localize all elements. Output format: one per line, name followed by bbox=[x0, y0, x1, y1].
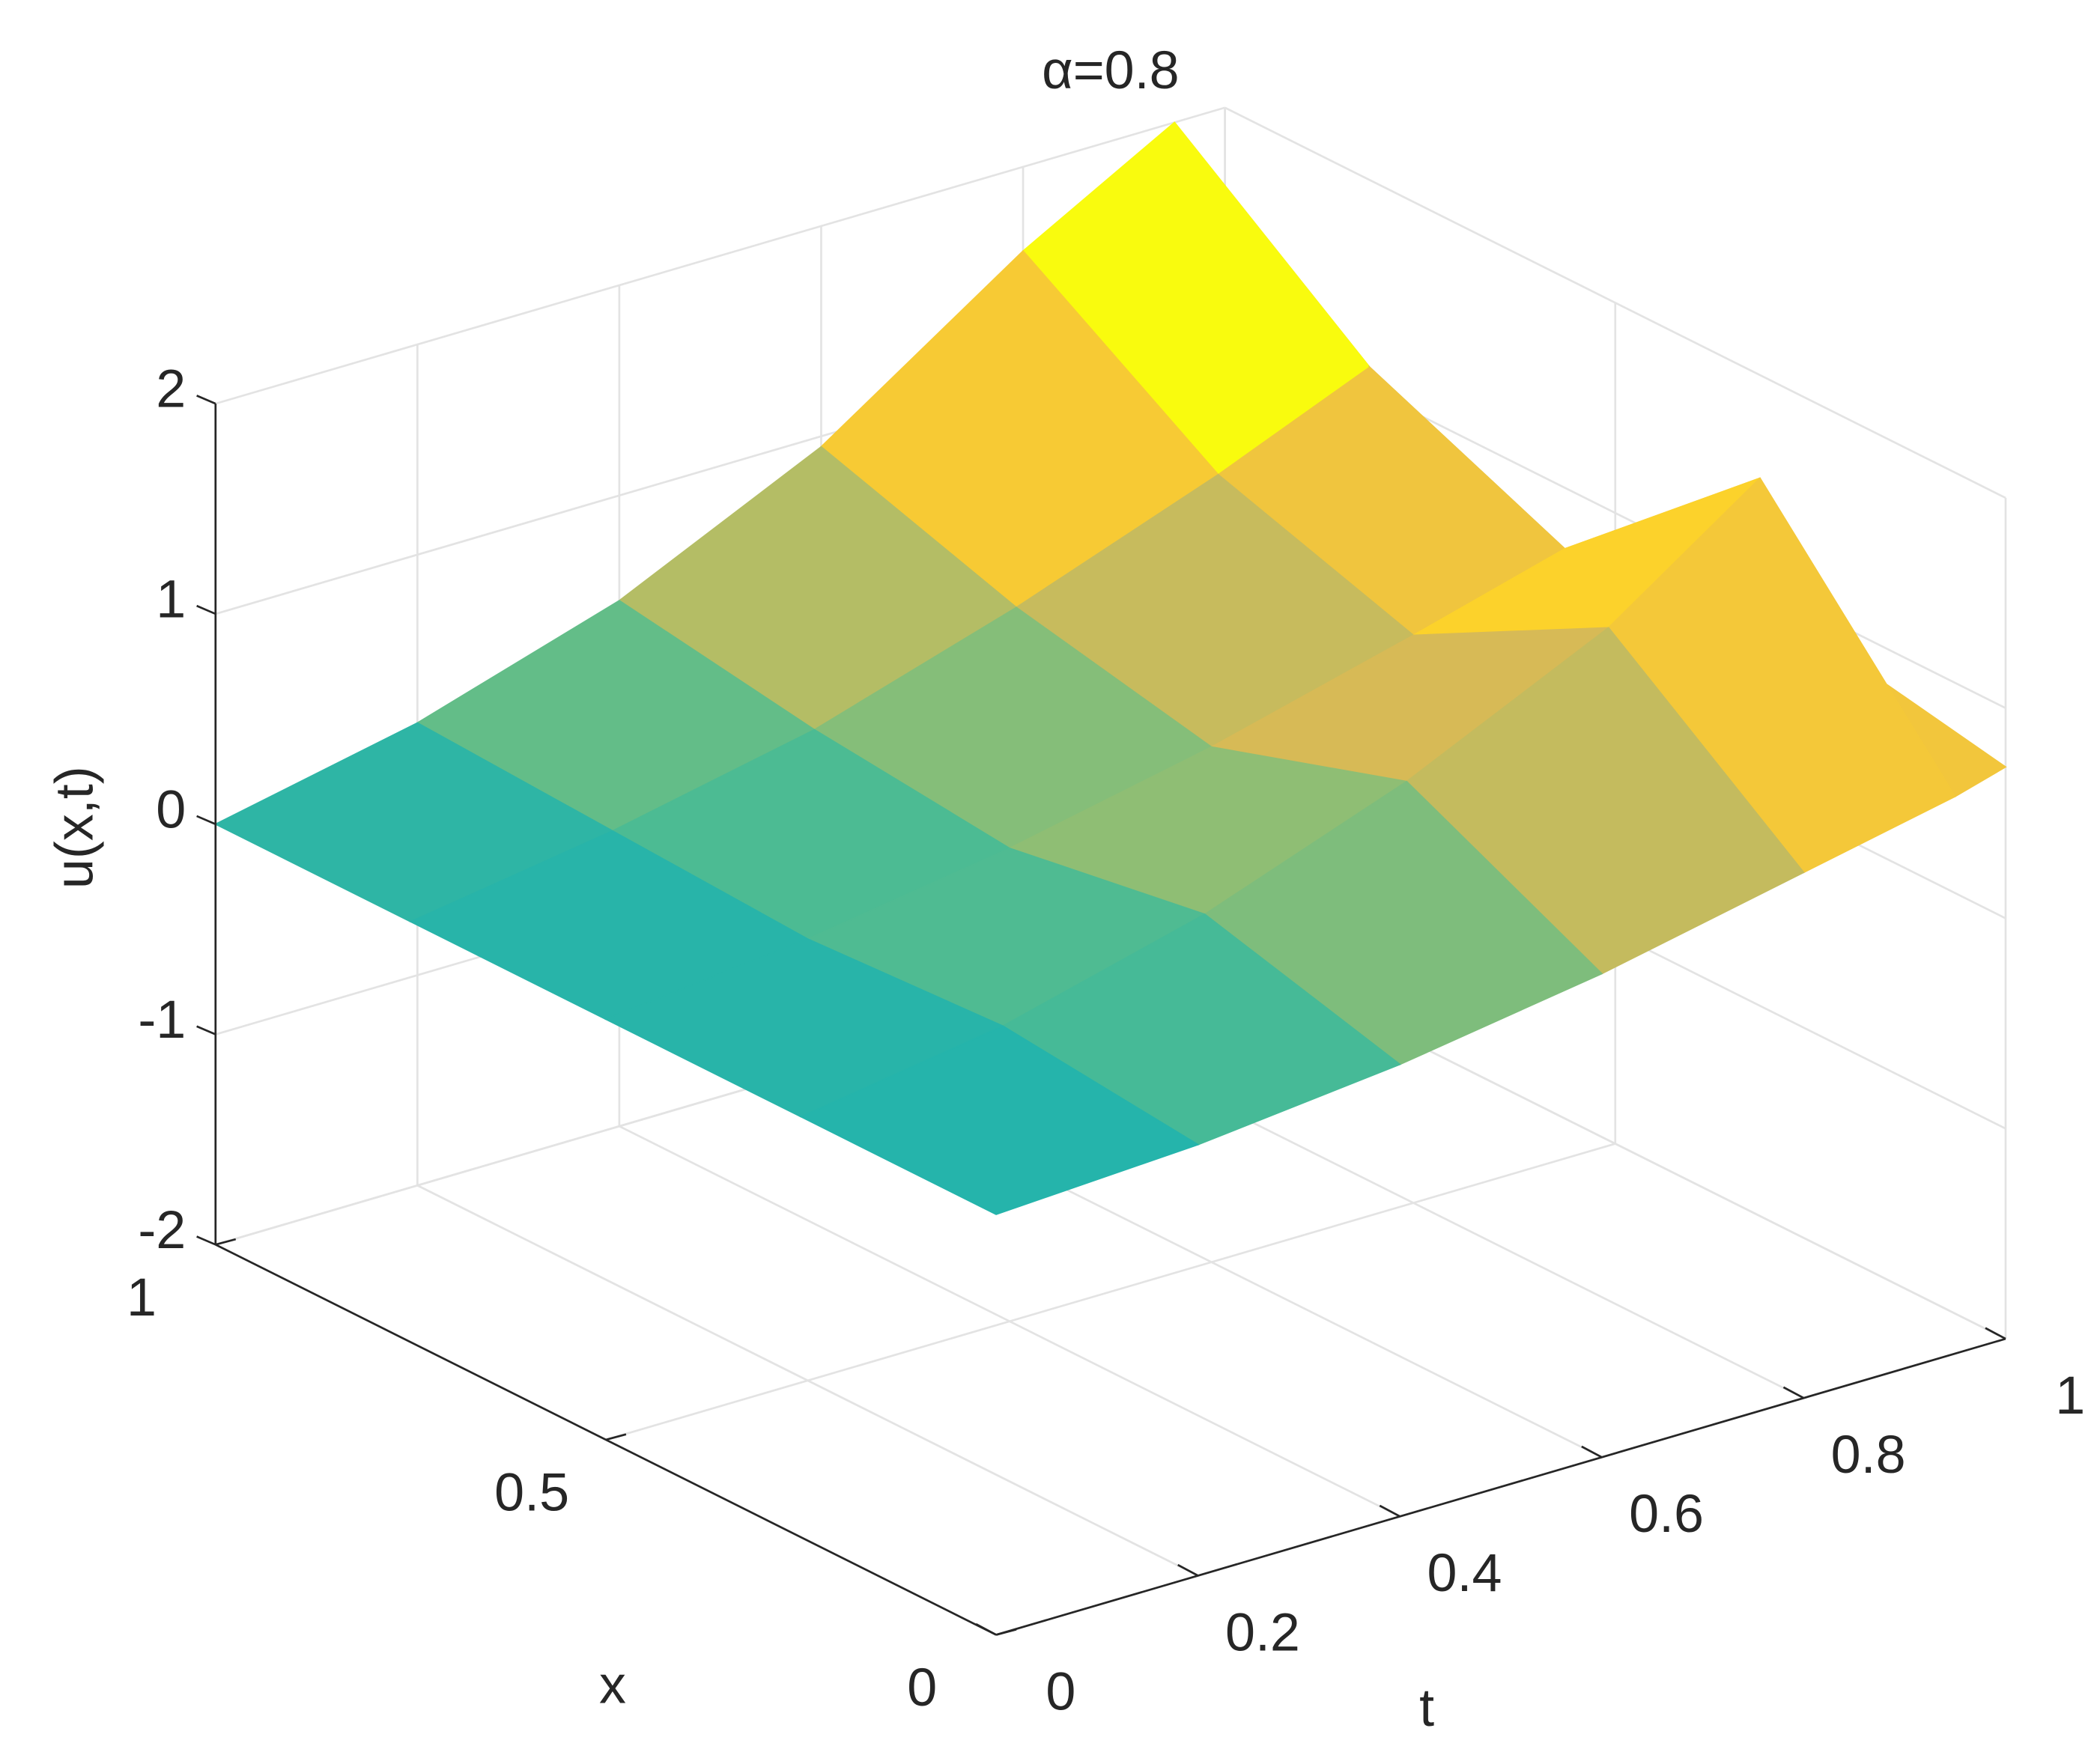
z-tick bbox=[196, 395, 216, 405]
z-tick bbox=[196, 815, 216, 825]
grid-line bbox=[1225, 106, 2006, 499]
x-axis-label: x bbox=[599, 1655, 626, 1715]
z-tick bbox=[196, 604, 216, 615]
t-tick-label: 0.6 bbox=[1629, 1484, 1704, 1544]
x-tick bbox=[215, 1238, 237, 1246]
t-tick bbox=[975, 1622, 997, 1636]
t-tick bbox=[1581, 1445, 1603, 1459]
z-tick-label: 0 bbox=[156, 779, 186, 839]
z-tick bbox=[196, 1235, 216, 1246]
x-tick-label: 0.5 bbox=[494, 1462, 569, 1522]
t-axis bbox=[995, 1337, 2006, 1636]
x-tick-label: 1 bbox=[127, 1268, 157, 1327]
t-tick-label: 1 bbox=[2055, 1366, 2085, 1426]
grid-line bbox=[416, 1184, 1199, 1577]
t-tick-label: 0 bbox=[1046, 1661, 1075, 1721]
x-tick-label: 0 bbox=[907, 1658, 937, 1718]
z-tick-label: 1 bbox=[156, 570, 186, 630]
z-tick-label: -2 bbox=[138, 1200, 186, 1260]
z-tick-label: 2 bbox=[156, 359, 186, 419]
z-tick-label: -1 bbox=[138, 990, 186, 1050]
surface-patch bbox=[799, 1025, 1200, 1215]
t-axis-label: t bbox=[1419, 1678, 1434, 1738]
t-tick bbox=[1782, 1386, 1805, 1399]
t-tick bbox=[1177, 1563, 1199, 1577]
chart-title: α=0.8 bbox=[1042, 40, 1179, 100]
z-axis-label: u(x,t) bbox=[44, 766, 104, 889]
grid-line bbox=[619, 1125, 1400, 1518]
x-tick bbox=[605, 1433, 627, 1441]
grid-line bbox=[215, 106, 1226, 405]
t-tick-label: 0.2 bbox=[1225, 1602, 1300, 1662]
t-tick bbox=[1985, 1327, 2006, 1340]
grid-line bbox=[605, 1143, 1616, 1441]
t-tick-label: 0.8 bbox=[1831, 1425, 1906, 1485]
z-tick bbox=[196, 1025, 216, 1035]
t-tick-label: 0.4 bbox=[1427, 1543, 1502, 1603]
x-tick bbox=[995, 1628, 1017, 1636]
t-tick bbox=[1379, 1504, 1400, 1518]
